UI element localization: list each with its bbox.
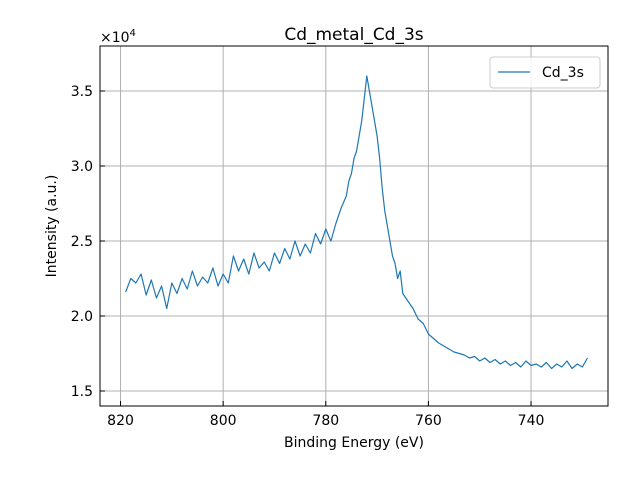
x-tick-label: 760 <box>415 413 442 429</box>
y-tick-label: 3.5 <box>71 84 93 100</box>
x-axis-label: Binding Energy (eV) <box>284 435 424 451</box>
legend-label-cd-3s: Cd_3s <box>542 65 584 81</box>
legend-box <box>489 56 601 89</box>
y-multiplier-exponent: 4 <box>130 28 136 39</box>
x-tick-label: 780 <box>312 413 339 429</box>
chart-title: Cd_metal_Cd_3s <box>284 25 423 45</box>
tick-layer: 820 800 780 760 740 1.5 2.0 2.5 3.0 3.5 <box>71 84 545 429</box>
y-multiplier: ×104 <box>100 28 136 46</box>
legend: Cd_3s <box>489 56 601 89</box>
x-tick-label: 740 <box>518 413 545 429</box>
y-tick-label: 2.5 <box>71 234 93 250</box>
series-layer <box>125 75 588 370</box>
y-tick-label: 3.0 <box>71 159 93 175</box>
x-tick-label: 820 <box>107 413 134 429</box>
y-axis-label: Intensity (a.u.) <box>44 175 60 278</box>
y-tick-label: 2.0 <box>71 309 93 325</box>
series-line-cd-3s <box>125 75 588 370</box>
grid-layer <box>100 46 608 406</box>
x-tick-label: 800 <box>210 413 237 429</box>
plot-frame <box>99 45 609 407</box>
y-tick-label: 1.5 <box>71 384 93 400</box>
